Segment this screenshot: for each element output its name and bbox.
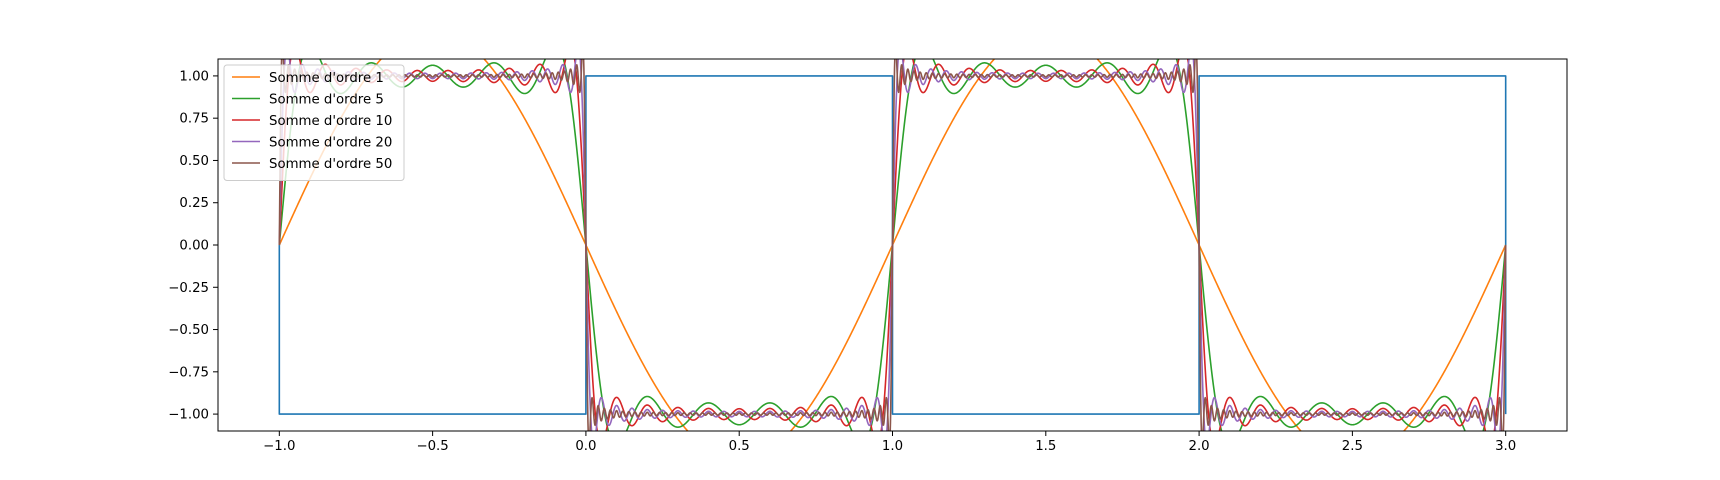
y-tick-label: 1.00 (179, 69, 209, 84)
x-axis: −1.0 −0.5 0.0 0.5 1.0 1.5 2.0 2.5 3.0 (263, 431, 1516, 454)
x-tick-label: −1.0 (263, 439, 295, 454)
legend-label: Somme d'ordre 1 (269, 71, 384, 86)
legend-box (223, 64, 405, 181)
x-tick-label: 1.0 (882, 439, 903, 454)
series-line-order-50 (278, 59, 1507, 431)
x-tick-label: 1.5 (1035, 439, 1056, 454)
legend-label: Somme d'ordre 50 (269, 157, 392, 172)
y-tick-label: 0.75 (179, 112, 209, 127)
y-tick-label: 0.50 (179, 154, 209, 169)
legend-label: Somme d'ordre 20 (269, 136, 392, 151)
series-layer (278, 59, 1507, 431)
y-tick-label: 0.00 (179, 239, 209, 254)
y-tick-label: 0.25 (179, 196, 209, 211)
y-tick-label: −0.50 (168, 323, 209, 338)
legend-label: Somme d'ordre 10 (269, 114, 392, 129)
x-tick-label: −0.5 (416, 439, 448, 454)
x-tick-label: 2.0 (1189, 439, 1210, 454)
legend: Somme d'ordre 1 Somme d'ordre 5 Somme d'or… (223, 64, 405, 181)
legend-label: Somme d'ordre 5 (269, 93, 384, 108)
y-tick-label: −0.25 (168, 281, 209, 296)
y-tick-label: −0.75 (168, 365, 209, 380)
y-axis: 1.00 0.75 0.50 0.25 0.00 −0.25 −0.50 −0.75 −1.00 (168, 69, 218, 423)
x-tick-label: 3.0 (1495, 439, 1516, 454)
x-tick-label: 0.0 (575, 439, 596, 454)
x-tick-label: 2.5 (1342, 439, 1363, 454)
x-tick-label: 0.5 (729, 439, 750, 454)
y-tick-label: −1.00 (168, 408, 209, 423)
